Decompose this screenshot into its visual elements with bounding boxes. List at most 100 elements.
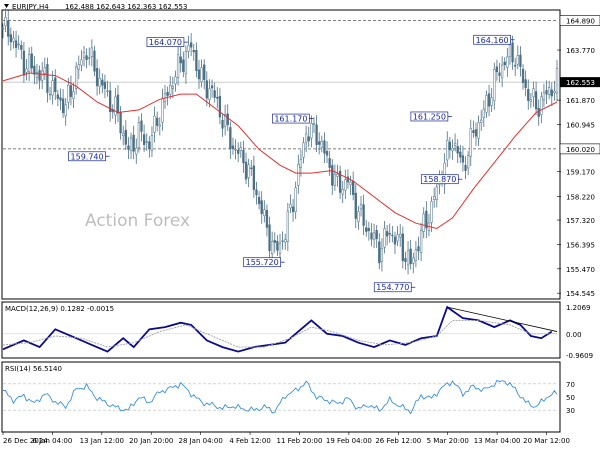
candle-body xyxy=(273,240,276,243)
candle-body xyxy=(333,173,337,186)
level-price-label-0: 164.890 xyxy=(566,18,595,26)
level-price-box-0 xyxy=(559,15,600,26)
candle-body xyxy=(401,233,404,261)
macd-line xyxy=(2,305,553,353)
candle-body xyxy=(406,250,410,266)
price-tick-label-7: 158.220 xyxy=(566,193,595,201)
candle-body xyxy=(521,68,525,83)
candle-body xyxy=(349,181,352,186)
callout-box-4 xyxy=(410,111,449,122)
time-tick-label-9: 5 Mar 20:00 xyxy=(427,437,469,445)
rsi-header: RSI(14) 56.5140 xyxy=(5,365,62,373)
candle-body xyxy=(237,150,240,154)
candle-body xyxy=(365,227,368,232)
candle-body xyxy=(391,234,394,237)
callout-label-6: 155.720 xyxy=(246,258,279,267)
candle-body xyxy=(299,158,303,168)
rsi-axis-label-1: 50 xyxy=(566,394,575,402)
candle-body xyxy=(506,56,509,68)
callout-box-2 xyxy=(68,151,106,162)
candle-body xyxy=(114,96,117,116)
candle-body xyxy=(362,204,365,226)
callout-label-7: 154.770 xyxy=(376,283,409,292)
candle-body xyxy=(548,87,551,95)
candle-body xyxy=(48,93,52,96)
candle-body xyxy=(443,162,446,185)
time-tick-label-5: 4 Feb 12:00 xyxy=(229,437,270,445)
macd-axis-label-2: -0.9609 xyxy=(566,352,593,360)
time-tick-label-4: 28 Jan 04:00 xyxy=(178,437,222,445)
candle-body xyxy=(524,79,527,88)
candle-body xyxy=(464,165,467,171)
callout-box-6 xyxy=(243,257,281,268)
candle-body xyxy=(477,122,480,139)
candle-body xyxy=(190,42,193,48)
candle-body xyxy=(336,173,339,177)
candle-body xyxy=(482,108,485,118)
time-tick-label-10: 13 Mar 04:00 xyxy=(474,437,521,445)
candle-body xyxy=(27,54,31,72)
candle-body xyxy=(242,150,245,164)
candle-body xyxy=(388,232,391,235)
candle-body xyxy=(210,85,214,89)
candle-body xyxy=(318,141,321,145)
time-tick-label-6: 11 Feb 20:00 xyxy=(277,437,323,445)
candle-body xyxy=(4,17,7,27)
candle-body xyxy=(182,59,185,72)
candle-body xyxy=(514,64,517,67)
candle-body xyxy=(263,209,266,216)
candle-body xyxy=(119,112,122,134)
candle-body xyxy=(498,72,501,76)
candle-body xyxy=(80,59,83,66)
candle-body xyxy=(472,130,475,133)
candle-body xyxy=(312,123,316,125)
price-tick-label-4: 160.945 xyxy=(566,122,595,130)
candle-body xyxy=(30,53,33,69)
time-tick-label-2: 13 Jan 12:00 xyxy=(80,437,124,445)
candle-body xyxy=(297,164,300,186)
candle-body xyxy=(537,107,540,117)
candle-body xyxy=(278,243,282,254)
candle-body xyxy=(393,236,397,245)
candle-body xyxy=(516,55,519,65)
main-price-panel: 164.070 164.160 159.740 161.170 161.250 158.8… xyxy=(1,3,600,300)
macd-signal-line xyxy=(2,319,557,348)
candle-body xyxy=(132,134,135,152)
candle-body xyxy=(508,44,512,57)
price-tick-label-11: 154.545 xyxy=(566,290,595,298)
candle-body xyxy=(150,135,154,152)
rsi-line xyxy=(2,379,558,415)
candle-body xyxy=(59,97,62,101)
candle-body xyxy=(307,136,310,142)
callout-label-0: 164.070 xyxy=(149,38,182,47)
candle-body xyxy=(542,92,546,101)
candle-body xyxy=(205,80,208,99)
candle-body xyxy=(430,201,433,223)
candle-body xyxy=(75,66,78,89)
candle-body xyxy=(200,67,203,83)
candle-body xyxy=(344,179,347,191)
candle-body xyxy=(354,192,357,219)
rsi-panel-frame xyxy=(1,361,561,433)
candle-body xyxy=(545,90,548,95)
candle-body xyxy=(239,147,242,151)
candle-body xyxy=(367,228,370,232)
candle-body xyxy=(1,27,5,30)
callout-label-2: 159.740 xyxy=(71,152,104,161)
candle-body xyxy=(265,210,269,228)
candle-body xyxy=(216,96,219,99)
collapse-arrow-icon[interactable] xyxy=(4,4,9,8)
candle-body xyxy=(51,80,54,96)
candle-body xyxy=(294,187,297,213)
level-price-box-5 xyxy=(559,143,600,155)
candle-body xyxy=(534,91,538,110)
candle-body xyxy=(422,213,425,232)
candle-body xyxy=(85,55,88,60)
candle-body xyxy=(9,34,12,43)
candle-body xyxy=(184,51,188,75)
rsi-axis-label-2: 30 xyxy=(566,407,575,415)
current-price-label: 162.553 xyxy=(566,79,595,87)
candle-body xyxy=(474,129,478,137)
candle-body xyxy=(304,133,308,143)
candle-body xyxy=(503,61,506,66)
